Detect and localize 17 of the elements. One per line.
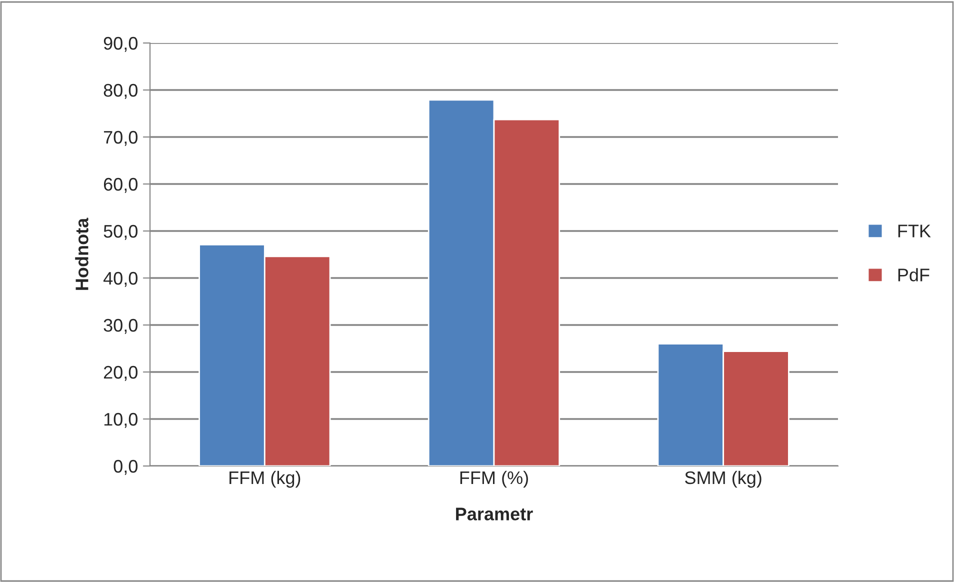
y-tick-label: 70,0 xyxy=(104,130,138,146)
x-tick-label: FFM (%) xyxy=(460,470,528,488)
x-tick-label: SMM (kg) xyxy=(685,470,762,488)
y-tick-label: 10,0 xyxy=(104,412,138,428)
y-tick-label: 80,0 xyxy=(104,84,138,99)
legend-label: PdF xyxy=(898,268,930,282)
y-tick-label: 20,0 xyxy=(104,366,138,381)
legend-label: FTK xyxy=(898,224,931,238)
y-tick-label: 40,0 xyxy=(103,272,138,287)
x-axis-title: Parametr xyxy=(456,508,533,520)
y-tick-label: 30,0 xyxy=(104,318,138,334)
y-tick-label: 50,0 xyxy=(104,224,138,240)
y-tick-label: 0,0 xyxy=(114,460,138,475)
y-tick-label: 60,0 xyxy=(104,178,138,193)
y-tick-label: 90,0 xyxy=(104,36,138,52)
x-tick-label: FFM (kg) xyxy=(230,470,300,488)
y-axis-title: Hodnota xyxy=(75,218,88,290)
